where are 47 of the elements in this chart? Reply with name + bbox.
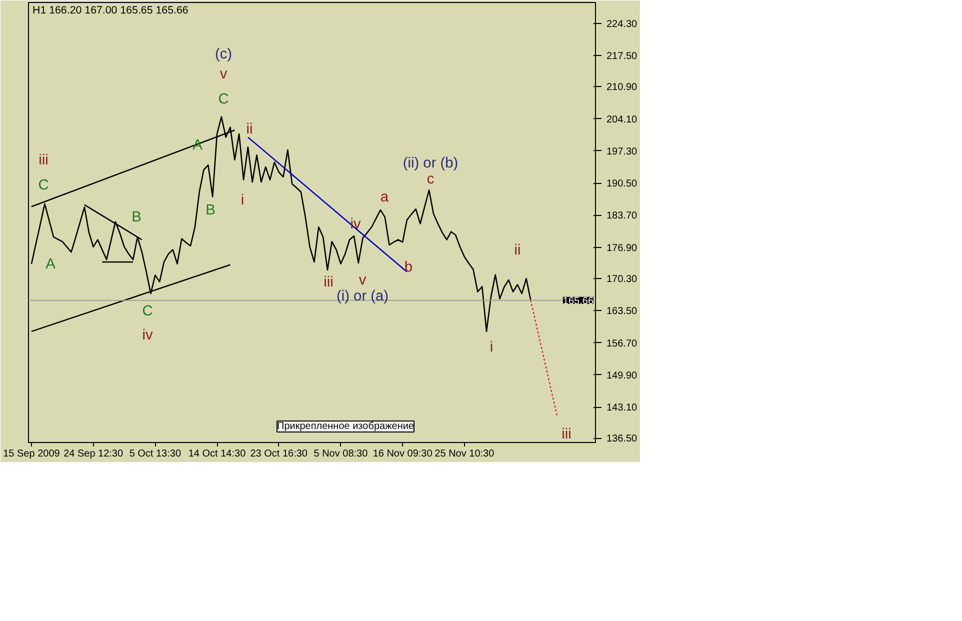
- x-tick-label: 23 Oct 16:30: [250, 448, 308, 460]
- y-tick-label: 170.30: [606, 274, 638, 286]
- y-tick-label: 143.10: [606, 402, 638, 414]
- annotation: c: [426, 172, 434, 188]
- x-tick-label: 24 Sep 12:30: [64, 448, 124, 460]
- annotation: C: [142, 304, 154, 320]
- annotation: iii: [324, 274, 334, 290]
- chart-title: H1 166.20 167.00 165.65 165.66: [32, 4, 188, 16]
- annotation: iv: [350, 216, 362, 232]
- x-tick-label: 5 Oct 13:30: [129, 448, 182, 460]
- annotation: B: [206, 202, 216, 218]
- x-tick-label: 16 Nov 09:30: [372, 448, 433, 460]
- y-tick-label: 176.90: [606, 242, 638, 254]
- y-tick-label: 183.70: [606, 210, 638, 222]
- x-tick-label: 14 Oct 14:30: [188, 448, 246, 460]
- annotation: C: [218, 92, 230, 108]
- y-tick-label: 149.90: [606, 370, 638, 382]
- annotation: (c): [214, 46, 232, 62]
- annotation: i: [240, 192, 244, 208]
- annotation: i: [490, 340, 494, 356]
- x-tick-label: 5 Nov 08:30: [314, 448, 368, 460]
- y-tick-label: 197.30: [606, 146, 638, 158]
- annotation: iii: [38, 152, 48, 168]
- x-tick-label: 15 Sep 2009: [3, 448, 60, 460]
- annotation: v: [220, 66, 228, 82]
- y-tick-label: 190.50: [606, 178, 638, 190]
- annotation: (ii) or (b): [402, 156, 458, 172]
- annotation: (i) or (a): [336, 288, 389, 304]
- annotation: iii: [562, 426, 572, 442]
- y-tick-label: 204.10: [606, 114, 638, 126]
- annotation: a: [380, 190, 390, 206]
- annotation: A: [46, 256, 56, 272]
- y-tick-label: 217.50: [606, 50, 638, 62]
- annotation: C: [38, 178, 50, 194]
- x-tick-label: 25 Nov 10:30: [434, 448, 495, 460]
- annotation: iv: [142, 328, 154, 344]
- y-tick-label: 163.50: [606, 306, 638, 318]
- y-tick-label: 210.90: [606, 82, 638, 94]
- annotation: ii: [514, 242, 521, 258]
- y-tick-label: 136.50: [606, 434, 638, 445]
- annotation: ii: [246, 122, 253, 138]
- y-tick-label: 156.70: [606, 338, 638, 350]
- y-tick-label: 224.30: [606, 18, 638, 30]
- annotation: v: [358, 272, 367, 288]
- annotation: B: [132, 210, 142, 226]
- annotation: Прикрепленное изображение: [277, 421, 414, 432]
- annotation: b: [404, 260, 413, 276]
